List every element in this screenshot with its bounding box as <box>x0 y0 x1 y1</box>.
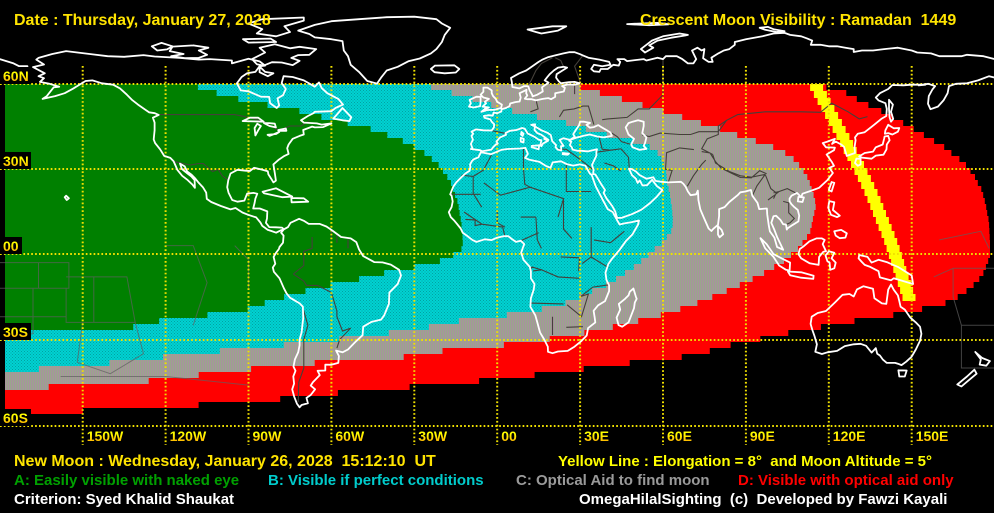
svg-text:Yellow Line : Elongation = 8°: Yellow Line : Elongation = 8° and Moon A… <box>558 453 932 470</box>
svg-text:Crescent Moon Visibility : Ram: Crescent Moon Visibility : Ramadan 1449 <box>640 12 956 29</box>
svg-text:30E: 30E <box>584 428 609 444</box>
svg-text:30W: 30W <box>418 428 448 444</box>
svg-text:D: Visible with optical aid on: D: Visible with optical aid only <box>738 472 954 489</box>
svg-text:A: Easily visible with naked e: A: Easily visible with naked eye <box>14 472 239 489</box>
svg-text:60E: 60E <box>667 428 692 444</box>
svg-text:30S: 30S <box>3 324 28 340</box>
svg-text:60S: 60S <box>3 410 28 426</box>
svg-text:90W: 90W <box>253 428 283 444</box>
svg-text:00: 00 <box>501 428 517 444</box>
svg-text:OmegaHilalSighting (c) Devel: OmegaHilalSighting (c) Developed by Fawz… <box>579 491 947 508</box>
svg-text:30N: 30N <box>3 153 29 169</box>
svg-text:120E: 120E <box>833 428 866 444</box>
svg-text:B: Visible if perfect conditio: B: Visible if perfect conditions <box>268 472 484 489</box>
svg-text:00: 00 <box>3 238 19 254</box>
svg-text:Date : Thursday, January 27, 2: Date : Thursday, January 27, 2028 <box>14 12 271 29</box>
svg-text:60W: 60W <box>335 428 365 444</box>
svg-text:C: Optical Aid to find moon: C: Optical Aid to find moon <box>516 472 710 489</box>
svg-text:120W: 120W <box>170 428 207 444</box>
svg-text:Criterion: Syed Khalid Shaukat: Criterion: Syed Khalid Shaukat <box>14 491 234 508</box>
svg-text:New Moon : Wednesday, January: New Moon : Wednesday, January 26, 2028 1… <box>14 453 436 470</box>
svg-text:60N: 60N <box>3 68 29 84</box>
svg-text:90E: 90E <box>750 428 775 444</box>
svg-text:150W: 150W <box>87 428 124 444</box>
svg-text:150E: 150E <box>916 428 949 444</box>
